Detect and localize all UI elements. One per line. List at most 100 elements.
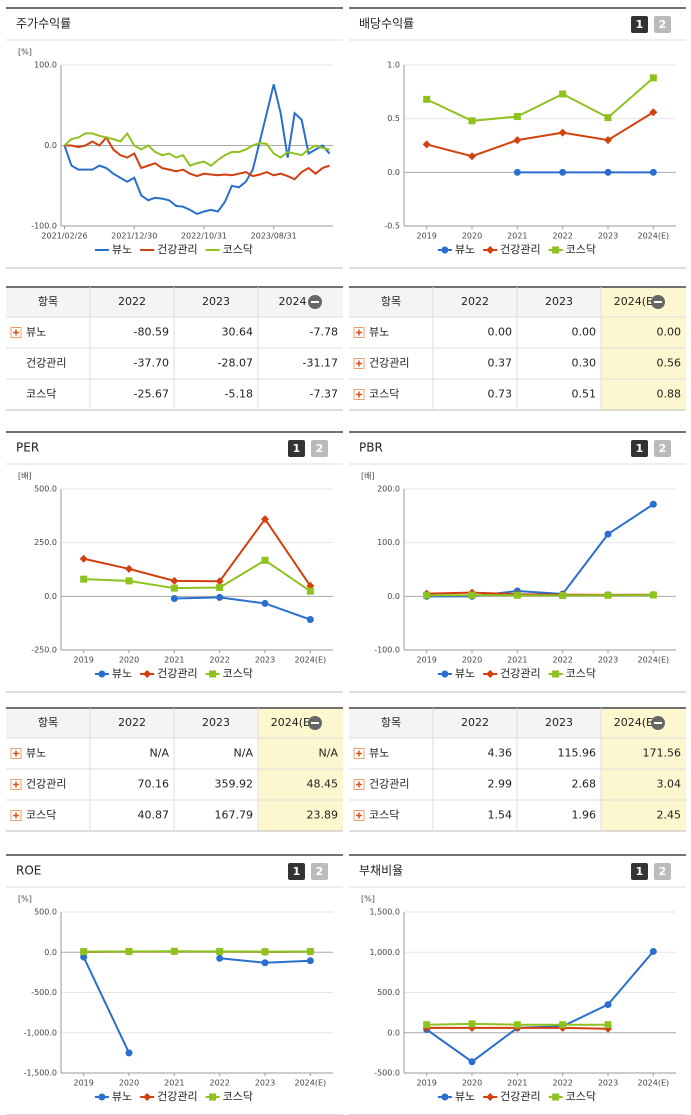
legend-label: 뷰노 — [455, 243, 475, 256]
legend-label: 뷰노 — [455, 667, 475, 680]
chart-title: 배당수익률 — [359, 17, 414, 31]
row-label: 뷰노 — [26, 326, 46, 339]
button[interactable] — [631, 440, 648, 457]
button[interactable] — [288, 440, 305, 457]
series-line — [426, 111, 654, 158]
button[interactable] — [654, 863, 671, 880]
point — [423, 95, 431, 103]
y-tick-label: 100.0 — [377, 538, 400, 547]
point — [649, 947, 657, 955]
x-tick-label: 2020 — [119, 1079, 139, 1088]
button-label[interactable]: 2 — [659, 442, 667, 455]
expand-icon — [13, 781, 19, 788]
button[interactable] — [631, 16, 648, 33]
y-unit: [배] — [18, 472, 32, 481]
cell-value: N/A — [150, 747, 170, 760]
y-tick-label: 1,000.0 — [369, 948, 400, 957]
y-tick-label: 200.0 — [377, 485, 400, 494]
expand-icon — [13, 750, 19, 757]
cell-value: 0.00 — [657, 326, 682, 339]
button-label[interactable]: 1 — [293, 442, 301, 455]
x-tick-label: 2020 — [119, 656, 139, 665]
y-unit: [%] — [361, 895, 375, 904]
y-tick-label: 0.0 — [44, 592, 57, 601]
point — [125, 564, 133, 573]
row-label: 코스닥 — [26, 388, 56, 401]
point — [261, 515, 269, 524]
point — [559, 90, 567, 98]
button[interactable] — [654, 16, 671, 33]
button-label[interactable]: 2 — [659, 18, 667, 31]
button[interactable] — [631, 863, 648, 880]
legend-label: 코스닥 — [566, 1090, 596, 1103]
x-tick-label: 2021 — [507, 656, 527, 665]
button[interactable] — [311, 440, 328, 457]
button-label[interactable]: 1 — [293, 865, 301, 878]
y-tick-label: -500.0 — [31, 988, 57, 997]
point — [170, 594, 178, 602]
y-tick-label: -1,000.0 — [24, 1028, 57, 1037]
cell-value: 0.30 — [572, 357, 597, 370]
cell-value: 48.45 — [307, 778, 339, 791]
point — [552, 670, 560, 678]
button-label[interactable]: 2 — [316, 442, 324, 455]
point — [441, 246, 449, 254]
expand-icon — [356, 781, 362, 788]
point — [98, 670, 106, 678]
legend-label: 건강관리 — [157, 243, 197, 256]
column-header: 2022 — [461, 716, 489, 729]
point — [216, 593, 224, 601]
x-tick-label: 2023 — [598, 656, 618, 665]
expand-icon — [356, 750, 362, 757]
point — [604, 136, 612, 145]
series-line — [426, 503, 654, 598]
cell-value: 115.96 — [558, 747, 597, 760]
point — [513, 591, 521, 599]
cell-value: 0.88 — [657, 388, 682, 401]
button-label[interactable]: 1 — [636, 865, 644, 878]
row-label: 코스닥 — [369, 809, 399, 822]
x-tick-label: 2022/10/31 — [181, 232, 227, 241]
button-label[interactable]: 1 — [636, 18, 644, 31]
x-tick-label: 2023 — [255, 656, 275, 665]
row-label: 건강관리 — [369, 357, 409, 370]
row-label: 건강관리 — [26, 778, 66, 791]
y-tick-label: 1,500.0 — [369, 908, 400, 917]
cell-value: -7.37 — [310, 388, 338, 401]
button-label[interactable]: 2 — [659, 865, 667, 878]
button[interactable] — [654, 440, 671, 457]
legend: 뷰노 건강관리 코스닥 — [94, 1090, 253, 1103]
point — [261, 556, 269, 564]
y-tick-label: -500.0 — [374, 1069, 400, 1078]
x-tick-label: 2022 — [209, 656, 229, 665]
cell-value: 2.99 — [488, 778, 513, 791]
y-unit: [%] — [18, 48, 32, 57]
button[interactable] — [288, 863, 305, 880]
point — [216, 947, 224, 955]
x-tick-label: 2020 — [462, 656, 482, 665]
series-line — [64, 135, 330, 181]
x-tick-label: 2024(E) — [638, 232, 670, 241]
cell-value: -25.67 — [134, 388, 169, 401]
cell-value: -80.59 — [134, 326, 169, 339]
point — [604, 591, 612, 599]
point — [216, 954, 224, 962]
column-header: 2022 — [118, 716, 146, 729]
button-label[interactable]: 1 — [636, 442, 644, 455]
legend-label: 코스닥 — [223, 1090, 253, 1103]
point — [604, 1001, 612, 1009]
row-label: 뷰노 — [26, 747, 46, 760]
y-tick-label: 500.0 — [377, 988, 400, 997]
point — [604, 1021, 612, 1029]
cell-value: 70.16 — [138, 778, 170, 791]
column-header: 항목 — [381, 716, 401, 729]
button-label[interactable]: 2 — [316, 865, 324, 878]
column-header: 2024(E) — [614, 295, 658, 308]
point — [513, 113, 521, 121]
button[interactable] — [311, 863, 328, 880]
point — [649, 500, 657, 508]
legend-label: 코스닥 — [223, 667, 253, 680]
point — [79, 554, 88, 563]
point — [306, 957, 314, 965]
